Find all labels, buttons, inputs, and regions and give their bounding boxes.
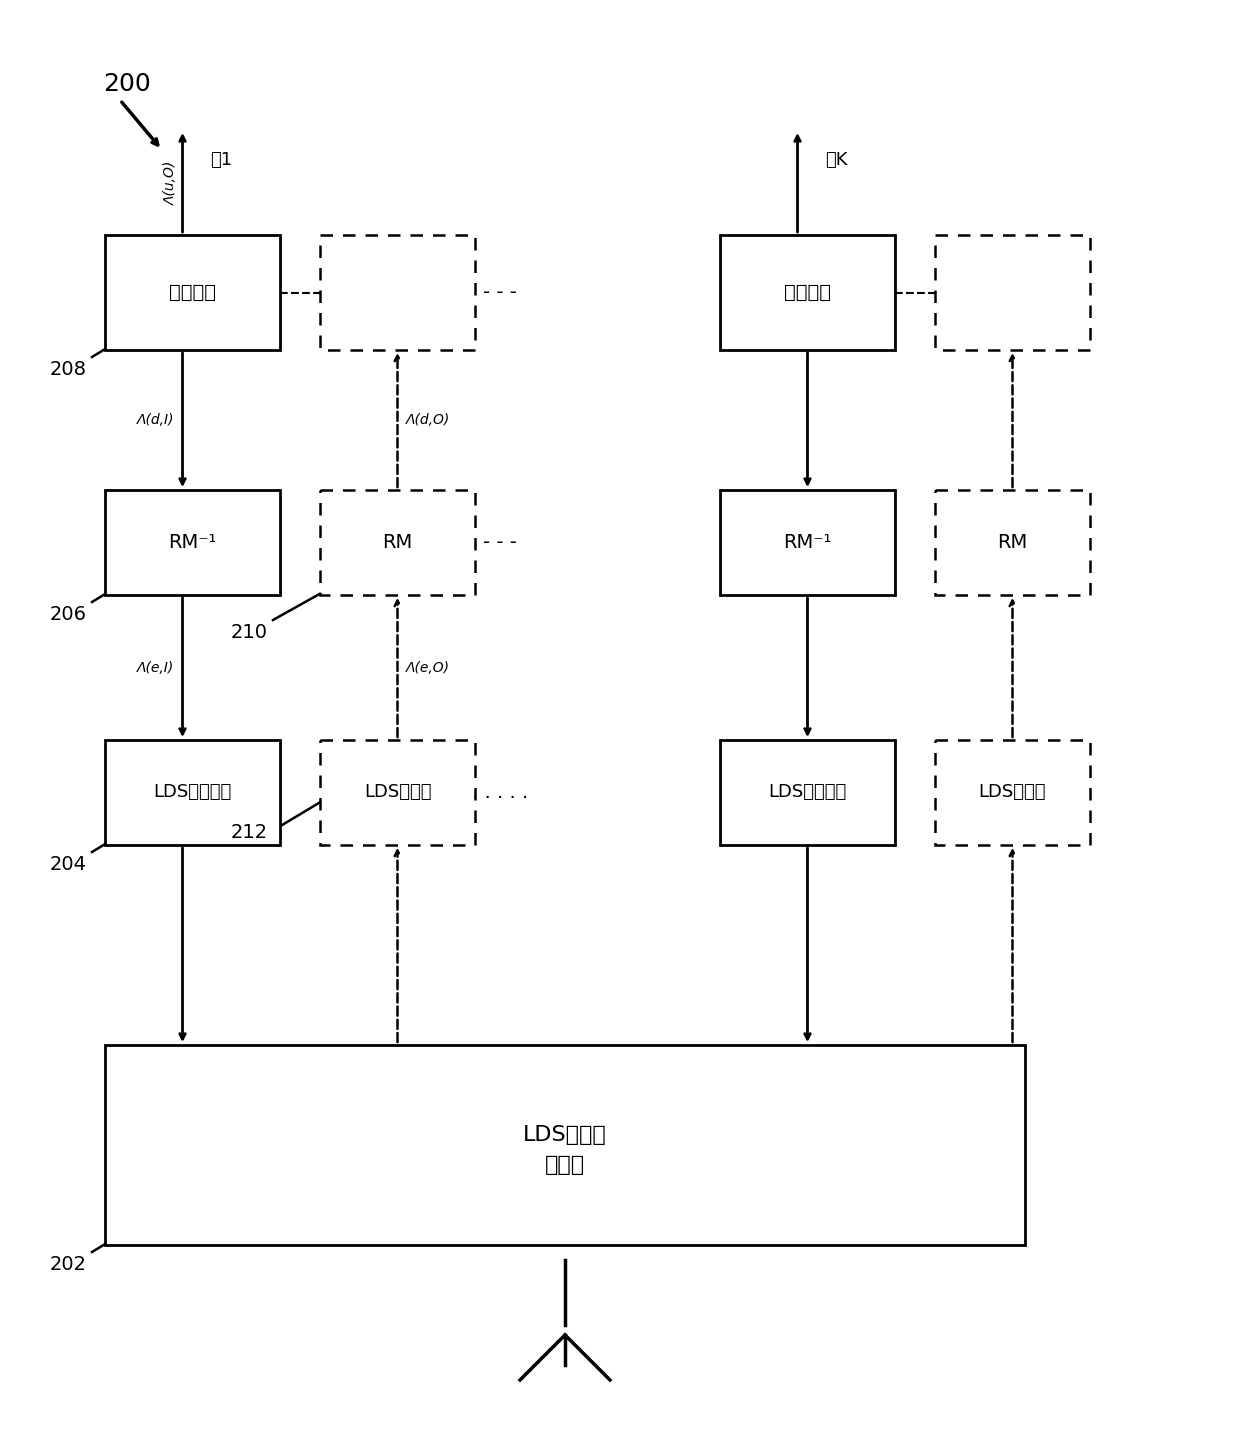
- Bar: [935, 740, 1090, 845]
- Bar: [720, 490, 895, 595]
- Bar: [105, 490, 280, 595]
- Text: 软解码器: 软解码器: [784, 284, 831, 302]
- Bar: [935, 235, 1090, 350]
- Text: 208: 208: [50, 360, 87, 379]
- Text: RM⁻¹: RM⁻¹: [784, 533, 832, 552]
- Text: LDS解交织器: LDS解交织器: [154, 783, 232, 802]
- Bar: [720, 740, 895, 845]
- Bar: [935, 490, 1090, 595]
- Text: LDS交织器: LDS交织器: [978, 783, 1047, 802]
- Bar: [105, 235, 280, 350]
- Text: RM: RM: [997, 533, 1028, 552]
- Text: 流1: 流1: [211, 151, 233, 168]
- Text: 206: 206: [50, 605, 87, 624]
- Text: 204: 204: [50, 855, 87, 874]
- Text: 200: 200: [103, 72, 151, 96]
- Bar: [105, 740, 280, 845]
- Bar: [720, 235, 895, 350]
- Bar: [320, 490, 475, 595]
- Text: Λ(e,I): Λ(e,I): [138, 661, 175, 674]
- Text: Λ(d,I): Λ(d,I): [136, 413, 175, 428]
- Text: 流K: 流K: [826, 151, 848, 168]
- Text: RM⁻¹: RM⁻¹: [169, 533, 217, 552]
- Text: RM: RM: [382, 533, 413, 552]
- Bar: [320, 235, 475, 350]
- Text: - - -: - - -: [484, 533, 517, 552]
- Text: . . . . .: . . . . .: [472, 783, 528, 802]
- Text: 210: 210: [231, 624, 268, 642]
- Text: LDS交织器: LDS交织器: [363, 783, 432, 802]
- Text: 检测器: 检测器: [544, 1155, 585, 1175]
- Text: Λ(u,O): Λ(u,O): [164, 161, 177, 204]
- Text: LDS解交织器: LDS解交织器: [769, 783, 847, 802]
- Text: LDS非迭代: LDS非迭代: [523, 1125, 606, 1145]
- Text: Λ(e,O): Λ(e,O): [405, 661, 449, 674]
- Bar: [320, 740, 475, 845]
- Text: - - -: - - -: [484, 284, 517, 302]
- Text: Λ(d,O): Λ(d,O): [405, 413, 450, 428]
- Bar: [105, 1045, 1025, 1246]
- Text: 202: 202: [50, 1256, 87, 1274]
- Text: 212: 212: [231, 824, 268, 842]
- Text: 软解码器: 软解码器: [169, 284, 216, 302]
